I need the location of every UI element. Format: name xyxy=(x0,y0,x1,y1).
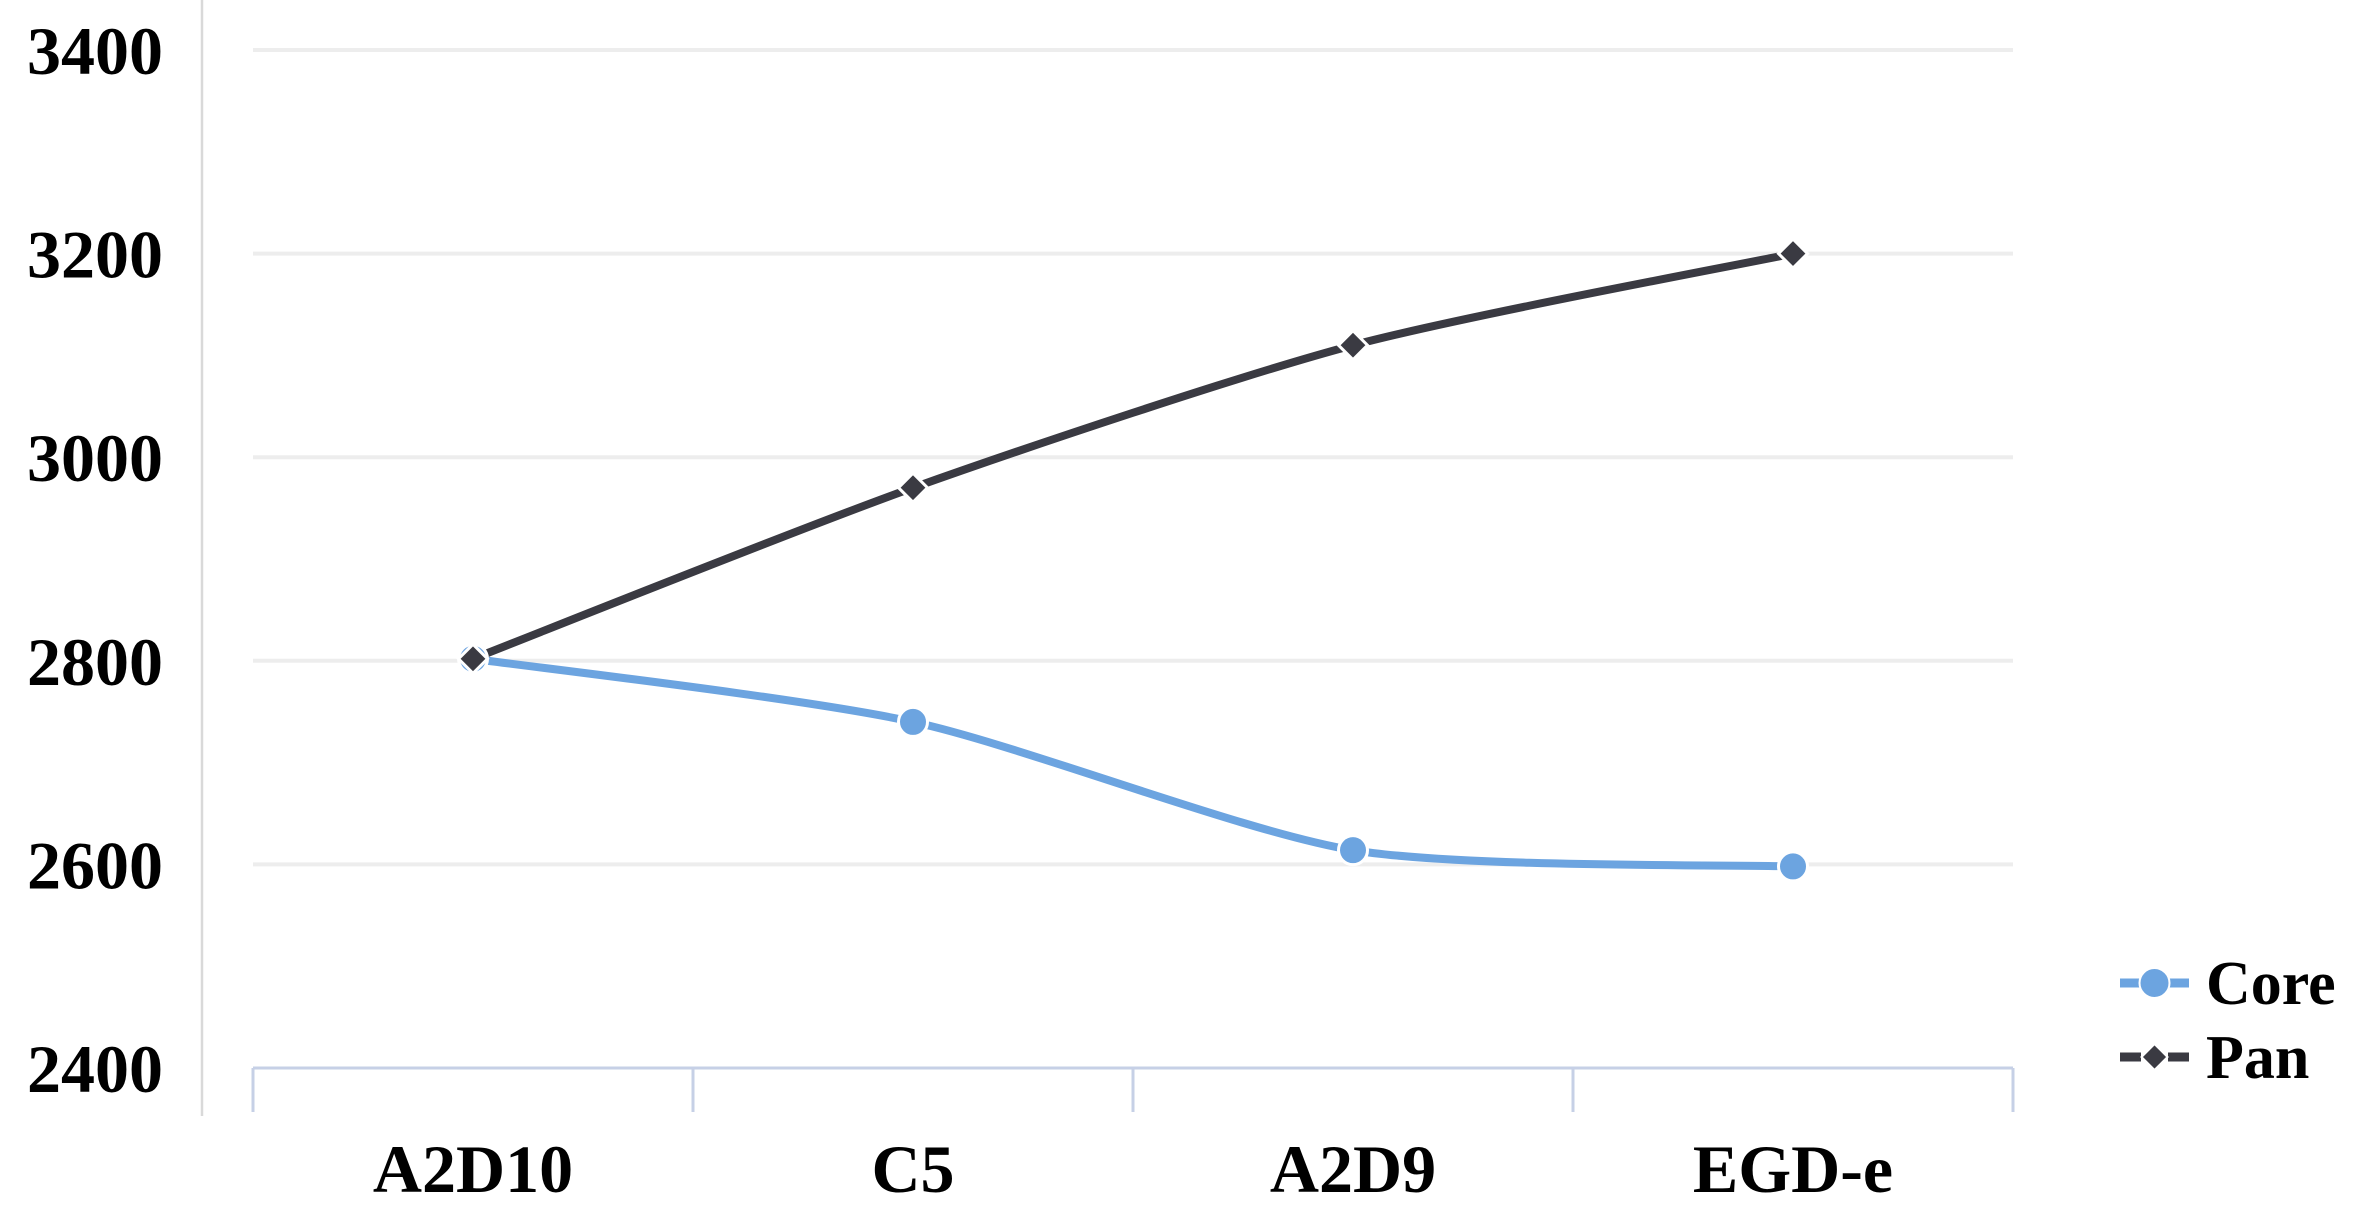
data-point-circle-icon-core xyxy=(897,705,929,738)
y-tick-label: 3000 xyxy=(27,420,163,496)
legend-item-pan: Pan xyxy=(2206,1024,2309,1092)
y-tick-label: 2400 xyxy=(27,1031,163,1107)
legend-item-core: Core xyxy=(2206,950,2336,1018)
x-tick-label: EGD-e xyxy=(1693,1131,1893,1207)
data-point-circle-icon-core xyxy=(1777,850,1809,883)
series-line-core xyxy=(469,654,1797,871)
y-tick-label: 2800 xyxy=(27,624,163,700)
series-line-pan xyxy=(469,249,1797,663)
y-tick-label: 3200 xyxy=(27,217,163,293)
y-tick-label: 2600 xyxy=(27,827,163,903)
x-tick-label: A2D10 xyxy=(373,1131,573,1207)
data-point-diamond-icon-pan xyxy=(896,471,930,505)
data-point-diamond-icon-pan xyxy=(1336,328,1370,362)
legend-diamond-icon xyxy=(2140,1042,2169,1072)
data-point-diamond-icon-pan xyxy=(1776,236,1810,271)
data-point-circle-icon-core xyxy=(1337,834,1369,867)
legend-circle-icon xyxy=(2138,967,2171,999)
x-tick-label: C5 xyxy=(871,1131,954,1207)
y-tick-label: 3400 xyxy=(27,13,163,89)
data-point-diamond-icon-pan xyxy=(456,642,490,676)
x-tick-label: A2D9 xyxy=(1270,1131,1436,1207)
